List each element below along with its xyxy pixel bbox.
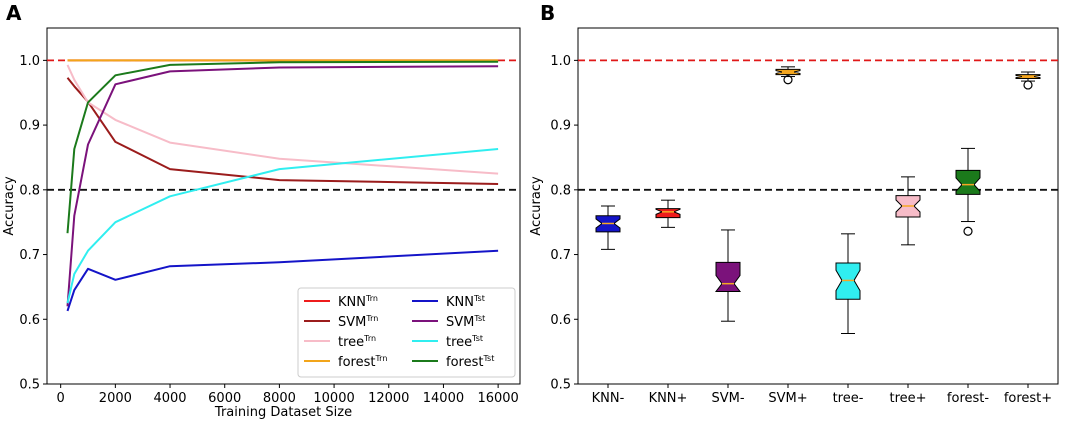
- series-line-svm-trn: [66, 77, 499, 185]
- x-tick-label: 12000: [368, 391, 409, 406]
- legend-label: forestTst: [446, 354, 494, 370]
- legend-label: KNNTst: [446, 294, 485, 310]
- chart-a-learning-curves: 0.5 0.6 0.7 0.8 0.9 1.0 0 2000 4000 6000 8000 10000…: [2, 27, 521, 420]
- box-tree-minus: [835, 233, 861, 335]
- legend-item-tree-tst: treeTst: [412, 334, 483, 350]
- x-tick-label: 10000: [313, 391, 354, 406]
- x-tick-label: tree+: [889, 391, 926, 406]
- legend-label-name: SVM: [446, 315, 474, 330]
- legend-label: SVMTst: [446, 314, 485, 330]
- x-tick-label: 8000: [263, 391, 296, 406]
- legend-label-superscript: Trn: [365, 314, 378, 323]
- box-forest-plus: [1015, 71, 1041, 90]
- y-tick-label: 0.5: [19, 378, 40, 393]
- legend-item-forest-tst: forestTst: [412, 354, 494, 370]
- x-tick-label: 14000: [423, 391, 464, 406]
- box-svm-plus: [775, 66, 801, 85]
- outlier-point: [783, 75, 793, 85]
- series-line-tree-trn: [66, 64, 499, 175]
- series-line-forest-tst: [66, 60, 499, 234]
- x-tick-label: 6000: [208, 391, 241, 406]
- box-body: [655, 208, 681, 219]
- x-tick-label: 0: [57, 391, 65, 406]
- box-forest-minus: [955, 147, 981, 236]
- legend-item-tree-trn: treeTrn: [304, 334, 376, 350]
- y-tick-label: 0.6: [550, 313, 571, 328]
- x-tick-label: 16000: [477, 391, 518, 406]
- chart-b-accuracy-boxplot: 0.5 0.6 0.7 0.8 0.9 1.0 Accuracy KNN- KNN+ SVM- SV…: [529, 27, 1059, 406]
- legend-label-superscript: Tst: [482, 354, 494, 363]
- y-tick-label: 0.9: [19, 119, 40, 134]
- legend-label: treeTrn: [338, 334, 376, 350]
- y-tick-label: 0.8: [19, 183, 40, 198]
- y-tick-label: 1.0: [550, 54, 571, 69]
- y-axis-title: Accuracy: [2, 176, 17, 236]
- legend-label-superscript: Tst: [473, 314, 485, 323]
- legend-label-superscript: Trn: [374, 354, 387, 363]
- x-tick-label: tree-: [833, 391, 864, 406]
- legend-item-forest-trn: forestTrn: [304, 354, 387, 370]
- series-line-svm-tst: [66, 65, 499, 307]
- y-tick-label: 0.7: [550, 248, 571, 263]
- y-tick-label: 0.5: [550, 378, 571, 393]
- panel-a-letter: A: [6, 1, 22, 25]
- series-line-knn-tst: [66, 249, 499, 312]
- chart-b-frame: [577, 27, 1059, 385]
- outlier-point: [1023, 80, 1033, 90]
- x-tick-label: 2000: [99, 391, 132, 406]
- series-line-tree-tst: [66, 148, 499, 304]
- legend-label-name: tree: [338, 335, 364, 350]
- legend-label: SVMTrn: [338, 314, 378, 330]
- x-tick-label: forest+: [1004, 391, 1052, 406]
- chart-a-frame: [46, 27, 521, 385]
- legend-label-superscript: Tst: [473, 294, 485, 303]
- legend-label: treeTst: [446, 334, 483, 350]
- y-tick-label: 0.7: [19, 248, 40, 263]
- y-tick-label: 0.9: [550, 119, 571, 134]
- legend-label-superscript: Trn: [363, 334, 376, 343]
- legend-label-name: SVM: [338, 315, 366, 330]
- box-body: [955, 169, 981, 195]
- legend-label-name: KNN: [446, 295, 474, 310]
- box-svm-minus: [714, 229, 742, 322]
- panel-b-letter: B: [540, 1, 555, 25]
- legend-label-name: tree: [446, 335, 472, 350]
- x-tick-label: 4000: [153, 391, 186, 406]
- y-tick-label: 1.0: [19, 54, 40, 69]
- box-tree-plus: [895, 176, 921, 246]
- y-tick-label: 0.8: [550, 183, 571, 198]
- legend-item-knn-tst: KNNTst: [412, 294, 485, 310]
- x-tick-label: SVM+: [768, 391, 807, 406]
- legend-item-svm-trn: SVMTrn: [304, 314, 378, 330]
- legend-label-name: forest: [338, 355, 375, 370]
- y-tick-label: 0.6: [19, 313, 40, 328]
- x-tick-label: KNN-: [592, 391, 625, 406]
- box-knn-plus: [655, 199, 681, 228]
- legend-item-svm-tst: SVMTst: [412, 314, 485, 330]
- y-axis-title: Accuracy: [529, 176, 544, 236]
- legend-label-name: KNN: [338, 295, 366, 310]
- x-tick-label: forest-: [947, 391, 989, 406]
- outlier-point: [963, 226, 973, 236]
- legend-label-superscript: Tst: [471, 334, 483, 343]
- x-axis-title: Training Dataset Size: [214, 405, 352, 420]
- x-tick-label: SVM-: [711, 391, 744, 406]
- box-knn-minus: [595, 205, 621, 250]
- legend-label-name: forest: [446, 355, 483, 370]
- legend-box: [297, 287, 516, 378]
- legend-label-superscript: Trn: [365, 294, 378, 303]
- legend-item-knn-trn: KNNTrn: [304, 294, 378, 310]
- x-tick-label: KNN+: [649, 391, 688, 406]
- legend-label: KNNTrn: [338, 294, 378, 310]
- box-body: [714, 261, 742, 292]
- legend-label: forestTrn: [338, 354, 387, 370]
